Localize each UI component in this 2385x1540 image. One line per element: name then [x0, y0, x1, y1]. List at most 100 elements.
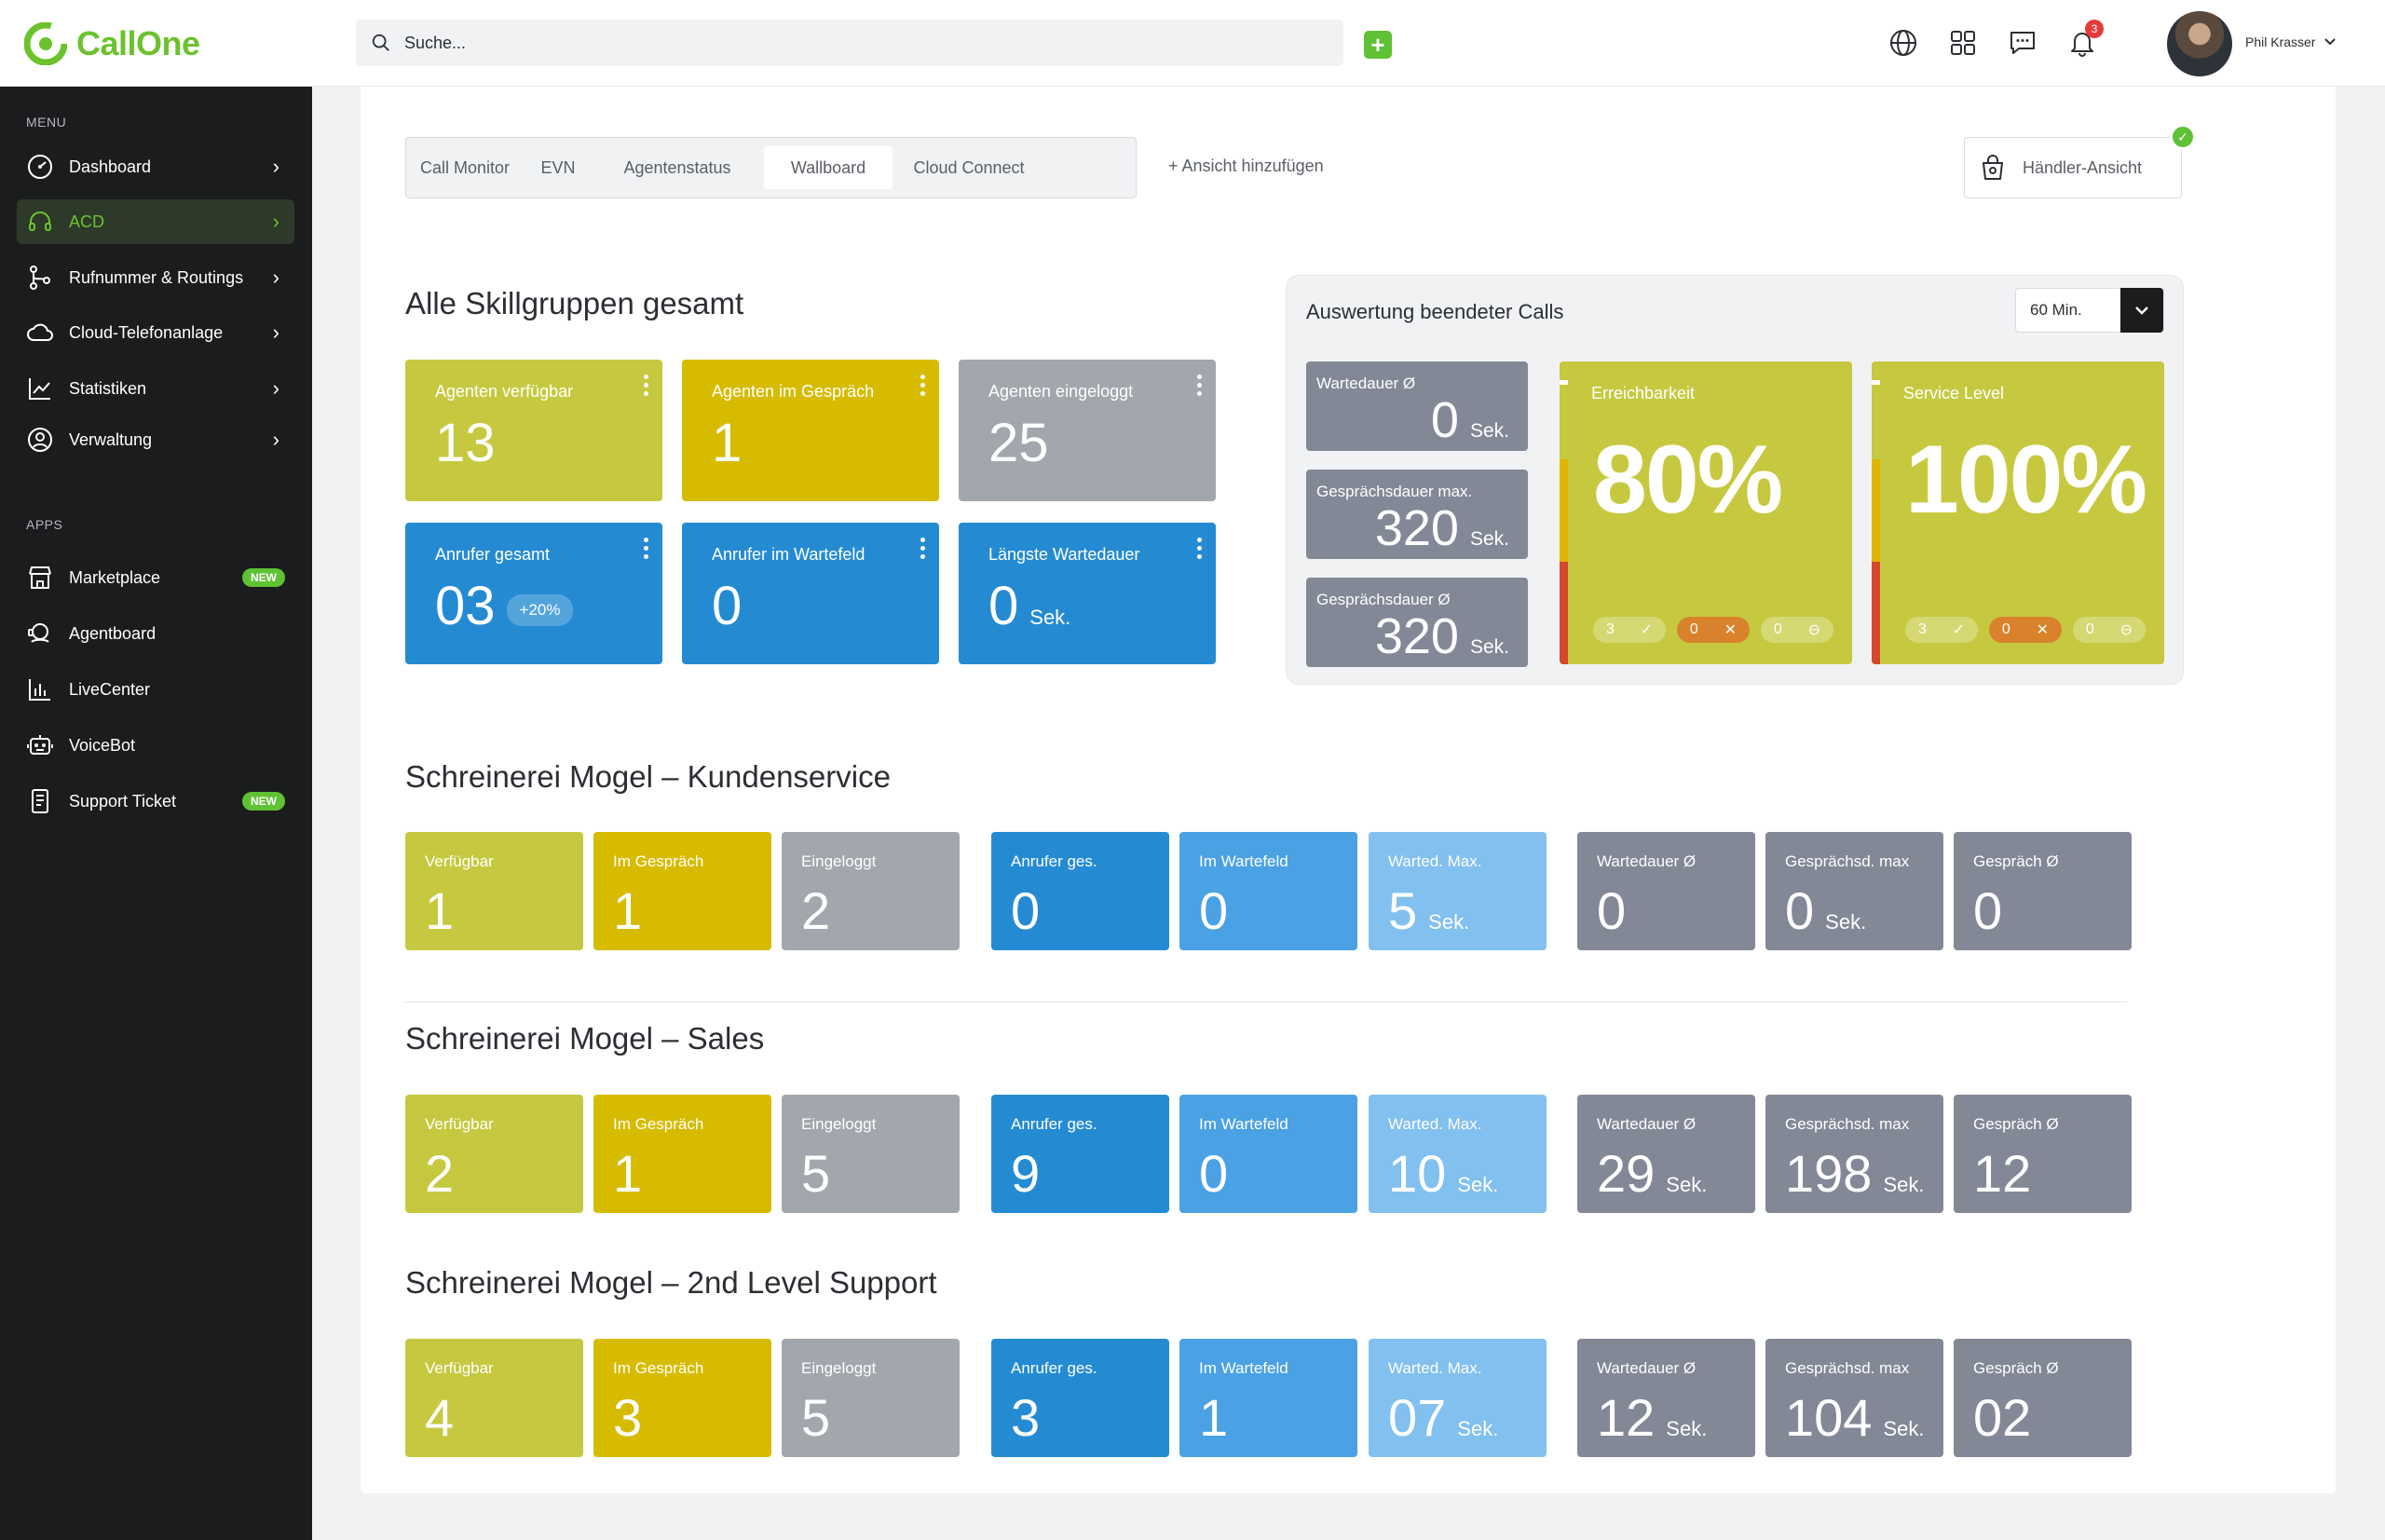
tab-wallboard[interactable]: Wallboard — [764, 146, 893, 189]
group-card-logged-in[interactable]: Eingeloggt 2 — [782, 832, 960, 950]
sidebar-item-cloud-telefonanlage[interactable]: Cloud-Telefonanlage › — [17, 310, 294, 355]
group-card-wait-max[interactable]: Warted. Max. 5 Sek. — [1369, 832, 1547, 950]
group-card-call-avg[interactable]: Gespräch Ø 02 — [1954, 1339, 2132, 1457]
chevron-down-icon — [2135, 307, 2148, 315]
group-card-in-call[interactable]: Im Gespräch 1 — [593, 832, 771, 950]
more-vertical-icon[interactable] — [920, 538, 926, 560]
dealer-view-button[interactable]: Händler-Ansicht — [1964, 137, 2182, 198]
group-card-callers-total[interactable]: Anrufer ges. 0 — [991, 832, 1169, 950]
user-menu[interactable]: Phil Krasser — [2245, 34, 2337, 49]
card-label: Gespräch Ø — [1973, 1115, 2059, 1133]
tab-cloud-connect[interactable]: Cloud Connect — [913, 157, 1025, 177]
group-card-wait-max[interactable]: Warted. Max. 10 Sek. — [1369, 1095, 1547, 1213]
abandoned-pill: 0 ⊖ — [1761, 617, 1833, 643]
more-vertical-icon[interactable] — [920, 375, 926, 397]
check-icon: ✓ — [1640, 622, 1654, 638]
group-card-callers-waiting[interactable]: Im Wartefeld 0 — [1179, 1095, 1357, 1213]
more-vertical-icon[interactable] — [644, 538, 649, 560]
tab-agentenstatus[interactable]: Agentenstatus — [623, 157, 731, 177]
more-vertical-icon[interactable] — [644, 375, 649, 397]
card-unit: Sek. — [1666, 1173, 1708, 1196]
card-agents-logged-in[interactable]: Agenten eingeloggt 25 — [959, 360, 1216, 501]
card-unit: Sek. — [1457, 1417, 1499, 1440]
card-value: 3 — [613, 1387, 653, 1448]
card-agents-in-call[interactable]: Agenten im Gespräch 1 — [682, 360, 939, 501]
language-button[interactable] — [1886, 25, 1921, 61]
sidebar-item-livecenter[interactable]: LiveCenter — [17, 667, 294, 712]
card-longest-wait[interactable]: Längste Wartedauer 0 Sek. — [959, 523, 1216, 664]
dropdown-toggle[interactable] — [2120, 288, 2163, 333]
minus-circle-icon: ⊖ — [1807, 622, 1821, 638]
answered-pill: 3 ✓ — [1593, 617, 1666, 643]
group-card-call-avg[interactable]: Gespräch Ø 0 — [1954, 832, 2132, 950]
user-name: Phil Krasser — [2245, 34, 2316, 49]
time-range-select[interactable]: 60 Min. — [2015, 288, 2164, 333]
group-card-wait-avg[interactable]: Wartedauer Ø 29 Sek. — [1577, 1095, 1755, 1213]
sidebar-item-acd[interactable]: ACD › — [17, 199, 294, 244]
group-card-callers-total[interactable]: Anrufer ges. 9 — [991, 1095, 1169, 1213]
group-card-callers-waiting[interactable]: Im Wartefeld 0 — [1179, 832, 1357, 950]
search-bar[interactable] — [356, 20, 1343, 66]
card-agents-available[interactable]: Agenten verfügbar 13 — [405, 360, 662, 501]
card-unit: Sek. — [1029, 606, 1071, 629]
more-vertical-icon[interactable] — [1197, 538, 1203, 560]
group-card-call-duration-max[interactable]: Gesprächsd. max 198 Sek. — [1765, 1095, 1943, 1213]
card-value: 104 Sek. — [1785, 1387, 1924, 1448]
notifications-button[interactable]: 3 — [2065, 20, 2104, 61]
card-callers-total[interactable]: Anrufer gesamt 03 +20% — [405, 523, 662, 664]
group-card-wait-avg[interactable]: Wartedauer Ø 12 Sek. — [1577, 1339, 1755, 1457]
add-view-link[interactable]: + Ansicht hinzufügen — [1168, 157, 1324, 175]
group-card-in-call[interactable]: Im Gespräch 3 — [593, 1339, 771, 1457]
search-input[interactable] — [404, 33, 1243, 53]
sidebar-item-support-ticket[interactable]: Support Ticket NEW — [17, 779, 294, 824]
avatar[interactable] — [2167, 11, 2232, 76]
card-value-number: 1 — [613, 881, 643, 940]
chat-button[interactable] — [2005, 25, 2040, 61]
add-button[interactable]: + — [1364, 31, 1392, 59]
card-label: Warted. Max. — [1388, 1359, 1482, 1377]
card-label: Gesprächsd. max — [1785, 1115, 1910, 1133]
card-value: 4 — [425, 1387, 465, 1448]
missed-pill: 0 ✕ — [1677, 617, 1750, 643]
sidebar-item-marketplace[interactable]: Marketplace NEW — [17, 555, 294, 600]
tab-evn[interactable]: EVN — [540, 157, 576, 177]
service-level-card[interactable]: Service Level 100% 3 ✓ 0 ✕ 0 ⊖ — [1872, 361, 2164, 664]
ticket-icon — [32, 789, 48, 813]
group-card-wait-max[interactable]: Warted. Max. 07 Sek. — [1369, 1339, 1547, 1457]
reachability-pills: 3 ✓ 0 ✕ 0 ⊖ — [1593, 617, 1833, 643]
group-card-wait-avg[interactable]: Wartedauer Ø 0 — [1577, 832, 1755, 950]
logo[interactable]: CallOne — [24, 22, 200, 65]
group-card-available[interactable]: Verfügbar 2 — [405, 1095, 583, 1213]
group-card-callers-waiting[interactable]: Im Wartefeld 1 — [1179, 1339, 1357, 1457]
group-card-logged-in[interactable]: Eingeloggt 5 — [782, 1095, 960, 1213]
card-value: 10 Sek. — [1388, 1143, 1498, 1204]
sidebar-item-voicebot[interactable]: VoiceBot — [17, 723, 294, 768]
sidebar-item-dashboard[interactable]: Dashboard › — [17, 144, 294, 189]
sidebar-item-statistiken[interactable]: Statistiken › — [17, 366, 294, 411]
level-bar — [1560, 361, 1568, 664]
more-vertical-icon[interactable] — [1197, 375, 1203, 397]
chevron-down-icon — [2324, 38, 2337, 46]
group-card-call-duration-max[interactable]: Gesprächsd. max 0 Sek. — [1765, 832, 1943, 950]
card-value: 2 — [801, 880, 841, 941]
group-card-available[interactable]: Verfügbar 4 — [405, 1339, 583, 1457]
group-card-in-call[interactable]: Im Gespräch 1 — [593, 1095, 771, 1213]
sidebar-item-agentboard[interactable]: Agentboard — [17, 611, 294, 656]
apps-button[interactable] — [1945, 25, 1981, 61]
card-value-number: 25 — [988, 413, 1049, 473]
card-callers-waiting[interactable]: Anrufer im Wartefeld 0 — [682, 523, 939, 664]
overview-title: Alle Skillgruppen gesamt — [405, 286, 744, 320]
sidebar-item-routing[interactable]: Rufnummer & Routings › — [17, 255, 294, 300]
group-card-logged-in[interactable]: Eingeloggt 5 — [782, 1339, 960, 1457]
time-range-value: 60 Min. — [2030, 301, 2082, 319]
sidebar-item-label: Dashboard — [69, 157, 152, 176]
stat-wait-avg: Wartedauer Ø 0 Sek. — [1306, 361, 1528, 451]
group-card-available[interactable]: Verfügbar 1 — [405, 832, 583, 950]
group-card-callers-total[interactable]: Anrufer ges. 3 — [991, 1339, 1169, 1457]
group-card-call-duration-max[interactable]: Gesprächsd. max 104 Sek. — [1765, 1339, 1943, 1457]
group-card-call-avg[interactable]: Gespräch Ø 12 — [1954, 1095, 2132, 1213]
card-value-number: 104 — [1785, 1388, 1873, 1447]
tab-call-monitor[interactable]: Call Monitor — [419, 157, 511, 177]
sidebar-item-verwaltung[interactable]: Verwaltung › — [17, 417, 294, 462]
reachability-card[interactable]: Erreichbarkeit 80% 3 ✓ 0 ✕ 0 ⊖ — [1560, 361, 1852, 664]
